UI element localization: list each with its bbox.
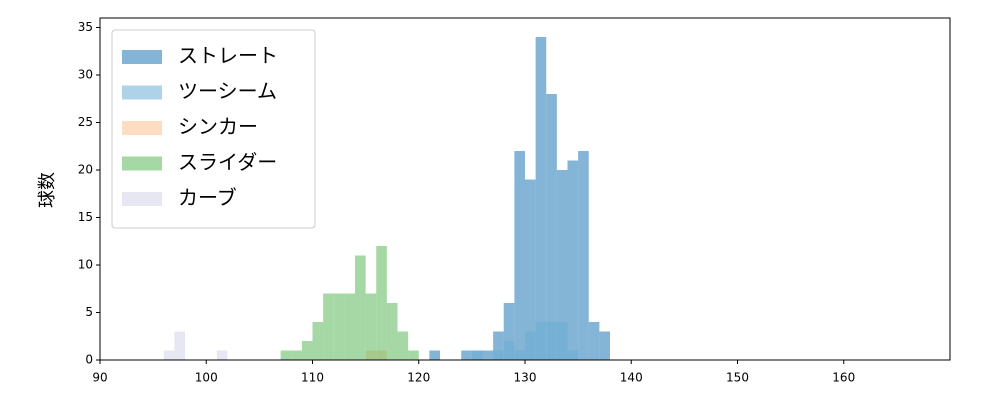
legend-label: スライダー (178, 150, 277, 174)
bar (163, 350, 175, 360)
bar (514, 151, 525, 360)
y-tick-label: 20 (78, 163, 93, 177)
bar (578, 151, 589, 360)
y-tick-label: 0 (85, 353, 93, 367)
y-tick-label: 35 (78, 20, 93, 34)
legend-swatch (122, 192, 162, 206)
x-tick-label: 120 (407, 371, 430, 385)
bar (365, 293, 377, 360)
x-tick-label: 150 (726, 371, 749, 385)
legend-swatch (122, 85, 162, 100)
bar (567, 350, 579, 360)
bar (525, 331, 536, 360)
bar (386, 303, 398, 360)
y-tick-label: 15 (78, 210, 93, 224)
legend-swatch (122, 50, 162, 64)
bar (546, 322, 557, 360)
bar (461, 350, 472, 360)
bar (174, 331, 185, 360)
y-tick-label: 5 (85, 305, 93, 319)
x-tick-label: 100 (195, 371, 218, 385)
bar (493, 331, 504, 360)
bar (525, 179, 536, 360)
bar (408, 350, 419, 360)
y-tick-label: 25 (78, 115, 93, 129)
x-tick-label: 90 (92, 371, 107, 385)
bar (429, 350, 440, 360)
x-tick-label: 130 (514, 371, 537, 385)
legend-box (111, 29, 316, 229)
legend-swatch (122, 156, 162, 171)
x-tick-label: 160 (832, 371, 855, 385)
bar (471, 350, 483, 360)
y-tick-label: 10 (78, 258, 93, 272)
bar (323, 293, 334, 360)
bar (333, 293, 345, 360)
bar (514, 350, 525, 360)
bar (216, 350, 228, 360)
legend-label: ストレート (178, 44, 278, 68)
bar (567, 160, 579, 360)
bar (397, 331, 409, 360)
bar (588, 322, 600, 360)
bar (556, 170, 568, 360)
bar (312, 322, 324, 360)
bar (280, 350, 292, 360)
x-tick-label: 140 (620, 371, 643, 385)
bar (599, 331, 610, 360)
bar (503, 303, 515, 360)
bar (355, 255, 366, 360)
bar (291, 350, 302, 360)
legend-label: カーブ (178, 186, 237, 210)
bar (556, 322, 568, 360)
bar (301, 341, 313, 360)
legend-label: ツーシーム (178, 79, 277, 103)
bar (535, 322, 547, 360)
bar (503, 341, 515, 360)
y-tick-label: 30 (78, 68, 93, 82)
bar (376, 246, 387, 360)
bar (493, 350, 504, 360)
bar (535, 37, 547, 360)
bar (344, 293, 355, 360)
legend-swatch (122, 121, 162, 135)
bar (482, 350, 494, 360)
y-axis-label: 球数 (37, 172, 58, 208)
bar (546, 94, 557, 360)
legend-label: シンカー (178, 115, 258, 139)
x-tick-label: 110 (301, 371, 324, 385)
